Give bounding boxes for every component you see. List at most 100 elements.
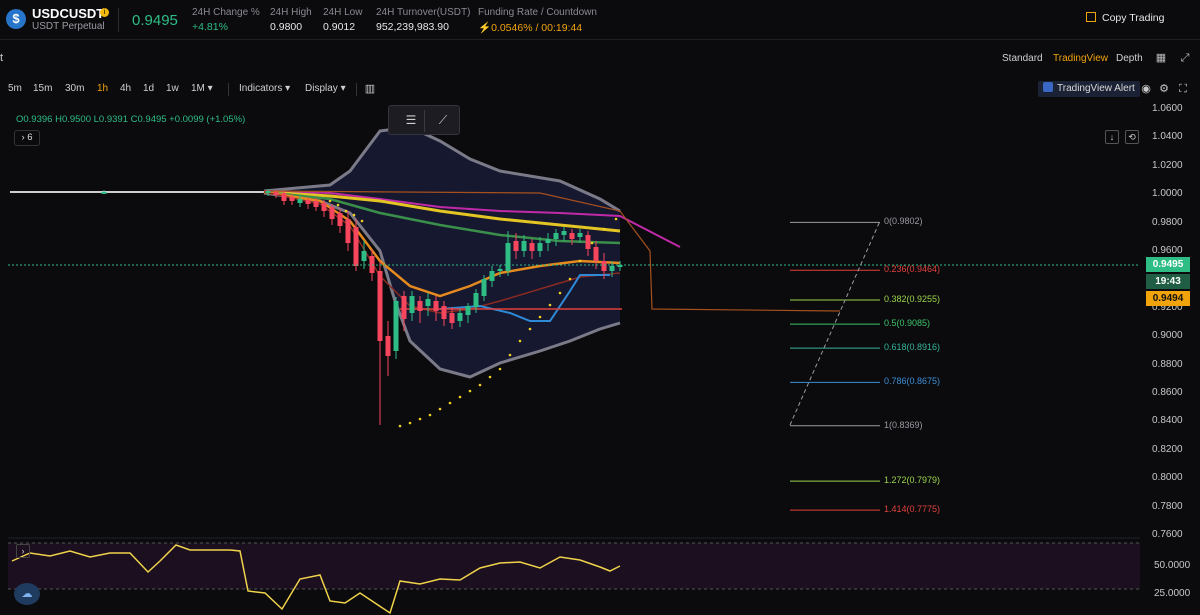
candle-body — [481, 279, 487, 296]
fib-settings-icon[interactable]: ☰ — [405, 113, 417, 127]
candle-body — [513, 241, 519, 251]
stat-label: 24H Low — [323, 7, 363, 18]
stat-label: 24H Change % — [192, 7, 260, 18]
candle-body — [609, 266, 615, 271]
candle-body — [529, 243, 535, 251]
ma-yellow — [263, 190, 621, 233]
fib-level-label: 0.236(0.9464) — [884, 264, 941, 275]
candle-body — [345, 219, 351, 243]
ma-magenta — [263, 190, 681, 248]
timeframe-1M-dropdown[interactable]: 1M ▾ — [191, 83, 213, 94]
tradingview-alert-button[interactable]: TradingView Alert — [1038, 81, 1140, 97]
fib-trend-line — [789, 220, 881, 426]
toolbar-divider — [228, 83, 229, 96]
sar-dot — [408, 421, 412, 425]
sar-dot — [328, 199, 332, 203]
copy-trading-label: Copy Trading — [1102, 12, 1165, 24]
rsi-collapse-icon[interactable]: › — [16, 544, 30, 558]
timeframe-30m[interactable]: 30m — [65, 83, 85, 94]
reset-chart-icon[interactable]: ⟲ — [1125, 130, 1139, 144]
candle-body — [521, 241, 527, 251]
indicator-count-toggle[interactable]: › 6 — [14, 130, 40, 146]
fib-level-label: 0.618(0.8916) — [884, 342, 941, 353]
price-axis-label: 0.8200 — [1152, 443, 1183, 455]
candle-body — [305, 200, 311, 204]
candle-body — [473, 293, 479, 307]
drawing-tools-popup: ☰ ⟋ — [388, 105, 460, 135]
panel-title: t — [0, 52, 4, 64]
sar-dot — [438, 407, 442, 411]
tab-tradingview[interactable]: TradingView — [1053, 53, 1109, 64]
fib-level-label: 0.786(0.8675) — [884, 376, 941, 387]
stat-label: Funding Rate / Countdown — [478, 7, 597, 18]
candle-body — [101, 192, 107, 194]
candle-body — [313, 201, 319, 207]
copy-trading-button[interactable]: Copy Trading — [1086, 12, 1164, 24]
stat-funding-rate[interactable]: Funding Rate / Countdown ⚡0.0546% / 00:1… — [478, 7, 597, 34]
copy-trading-icon — [1086, 12, 1096, 22]
view-bar: t Standard TradingView Depth ▦ ⤢ — [0, 44, 1200, 72]
display-button[interactable]: Display ▾ — [305, 83, 346, 94]
scroll-down-icon[interactable]: ↓ — [1105, 130, 1119, 144]
candle-body — [401, 296, 407, 319]
timeframe-1h[interactable]: 1h — [97, 83, 109, 94]
price-chart[interactable]: ☰ ⟋ O0.9396 H0.9500 L0.9391 C0.9495 +0.0… — [0, 101, 1200, 615]
sar-dot — [614, 217, 618, 221]
settings-icon[interactable]: ⚙ — [1159, 83, 1169, 95]
timeframe-5m[interactable]: 5m — [8, 83, 22, 94]
rsi-band — [8, 543, 1140, 589]
fib-level-label: 0.5(0.9085) — [884, 318, 931, 329]
stat-value: ⚡0.0546% / 00:19:44 — [478, 22, 583, 34]
tab-standard[interactable]: Standard — [1002, 53, 1043, 64]
candle-body — [297, 199, 303, 203]
sar-dot — [578, 259, 582, 263]
parabolic-sar — [328, 199, 618, 428]
fullscreen-icon[interactable]: ⛶ — [1179, 83, 1187, 95]
sar-dot — [538, 315, 542, 319]
trend-line-icon[interactable]: ⟋ — [438, 113, 448, 127]
price-axis-label: 0.8800 — [1152, 358, 1183, 370]
sar-dot — [468, 389, 472, 393]
chart-type-icon[interactable]: ▥ — [364, 83, 376, 95]
header-divider — [118, 8, 119, 32]
timeframe-4h[interactable]: 4h — [120, 83, 132, 94]
rsi-axis-50: 50.0000 — [1154, 560, 1191, 571]
candle-body — [441, 306, 447, 319]
tab-depth[interactable]: Depth — [1116, 53, 1143, 64]
rsi-line — [11, 544, 621, 615]
fib-level-label: 1.414(0.7775) — [884, 504, 941, 515]
sar-dot — [548, 303, 552, 307]
candle-body — [489, 271, 495, 281]
sar-dot — [498, 367, 502, 371]
sar-dot — [488, 375, 492, 379]
sar-dot — [518, 339, 522, 343]
chart-canvas[interactable] — [0, 101, 1200, 615]
chart-toolbar: 5m 15m 30m 1h 4h 1d 1w 1M ▾ Indicators ▾… — [0, 80, 1200, 100]
timeframe-1w[interactable]: 1w — [166, 83, 179, 94]
sar-dot — [398, 424, 402, 428]
fib-level-label: 0(0.9802) — [884, 216, 923, 227]
expand-icon[interactable]: ⤢ — [1180, 52, 1190, 64]
last-price-tag: 0.9495 — [1146, 257, 1190, 272]
indicators-button[interactable]: Indicators ▾ — [239, 83, 291, 94]
layout-grid-icon[interactable]: ▦ — [1155, 52, 1167, 64]
price-axis-label: 0.8400 — [1152, 415, 1183, 427]
candle-body — [577, 233, 583, 237]
stat-value: 952,239,983.90 — [376, 21, 449, 33]
candle-body — [457, 313, 463, 321]
sar-dot — [568, 277, 572, 281]
popup-divider — [424, 110, 425, 132]
symbol-name[interactable]: USDCUSDT — [32, 6, 105, 21]
sar-dot — [428, 413, 432, 417]
candle-countdown: 19:43 — [1146, 274, 1190, 289]
ma-green — [263, 190, 621, 245]
fib-retracement — [790, 221, 880, 511]
candle-body — [505, 243, 511, 271]
candle-body — [337, 213, 343, 226]
fib-level-label: 0.382(0.9255) — [884, 293, 941, 304]
camera-icon[interactable]: ◉ — [1141, 83, 1151, 95]
timeframe-15m[interactable]: 15m — [33, 83, 53, 94]
timeframe-1d[interactable]: 1d — [143, 83, 155, 94]
info-icon[interactable]: i — [100, 8, 109, 17]
tradingview-logo-icon: ☁ — [14, 583, 40, 605]
